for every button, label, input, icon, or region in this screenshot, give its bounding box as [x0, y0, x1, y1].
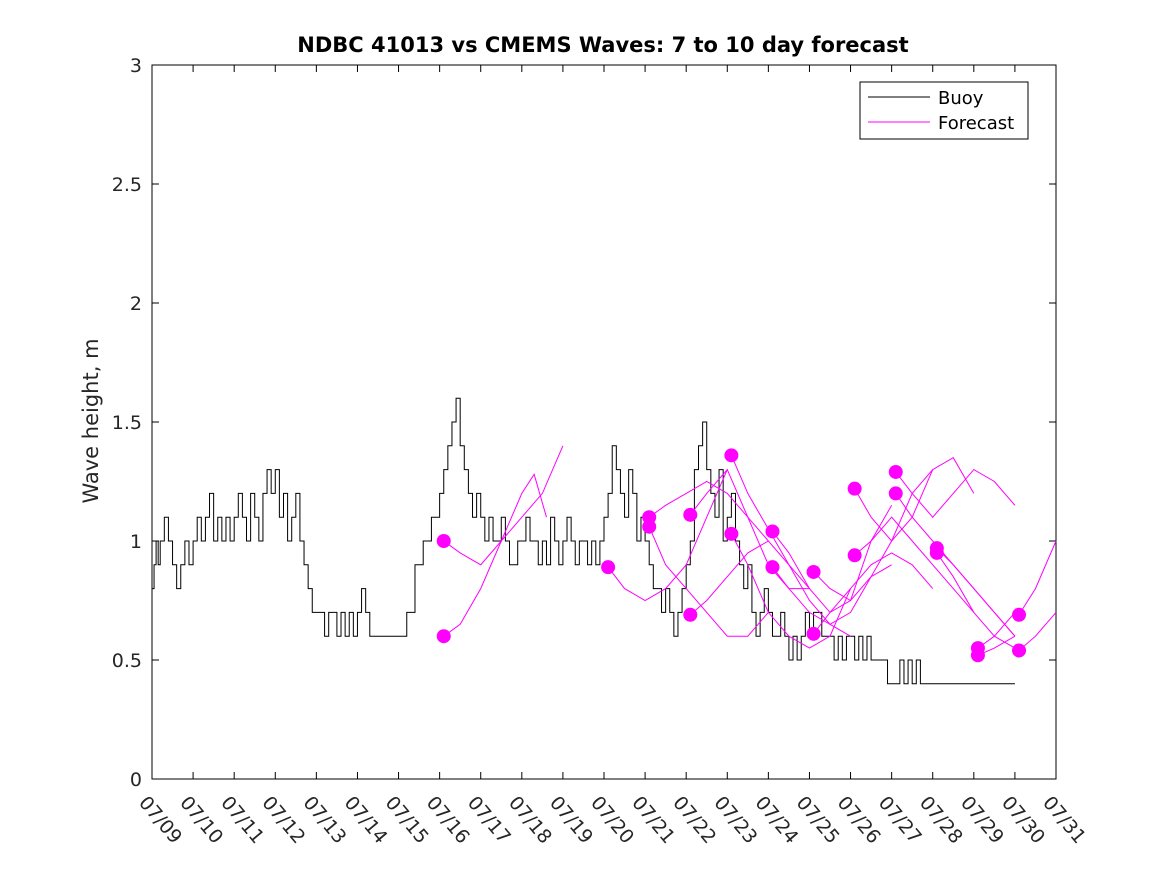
forecast-start-marker	[683, 607, 698, 622]
x-tick-label: 07/26	[833, 792, 885, 848]
x-tick-label: 07/27	[874, 792, 926, 848]
x-tick-label: 07/10	[175, 792, 227, 848]
x-tick-label: 07/11	[216, 792, 268, 848]
x-tick-label: 07/25	[792, 792, 844, 848]
legend-label-buoy: Buoy	[938, 88, 984, 109]
y-tick-label: 0.5	[112, 650, 142, 672]
forecast-start-marker	[436, 534, 451, 548]
forecast-start-marker	[642, 519, 657, 534]
legend-box	[859, 81, 1029, 140]
forecast-run-line	[936, 552, 1016, 649]
x-tick-label: 07/29	[956, 792, 1008, 848]
y-tick-label: 2	[130, 293, 142, 315]
buoy-line	[152, 397, 1015, 685]
forecast-run-line	[895, 468, 1016, 518]
forecast-run-line	[1018, 540, 1057, 616]
x-tick-label: 07/23	[709, 792, 761, 848]
forecast-start-marker	[765, 560, 780, 575]
forecast-run-line	[936, 547, 1016, 637]
forecast-start-marker	[806, 626, 821, 641]
forecast-run-line	[607, 469, 728, 602]
legend-label-forecast: Forecast	[938, 113, 1014, 134]
y-tick-label: 2.5	[112, 174, 142, 196]
x-tick-label: 07/15	[381, 792, 433, 848]
y-tick-label: 0	[130, 769, 142, 791]
y-tick-label: 1.5	[112, 412, 142, 434]
forecast-run-line	[1018, 612, 1057, 651]
x-tick-label: 07/14	[340, 792, 392, 848]
forecast-start-marker	[1012, 643, 1027, 658]
forecast-run-line	[648, 526, 769, 637]
x-tick-label: 07/30	[997, 792, 1049, 848]
x-tick-label: 07/31	[1038, 792, 1090, 848]
forecast-start-marker	[1012, 607, 1027, 622]
x-tick-label: 07/17	[463, 792, 515, 848]
forecast-start-marker	[724, 448, 739, 463]
x-tick-label: 07/22	[668, 792, 720, 848]
forecast-start-marker	[683, 507, 698, 522]
x-tick-label: 07/24	[751, 792, 803, 848]
y-tick-label: 1	[130, 531, 142, 553]
x-tick-label: 07/16	[422, 792, 474, 848]
forecast-start-marker	[724, 526, 739, 541]
forecast-run-line	[730, 533, 852, 649]
x-tick-label: 07/18	[504, 792, 556, 848]
forecast-start-marker	[436, 629, 451, 644]
forecast-start-marker	[888, 486, 903, 501]
forecast-start-marker	[847, 548, 862, 563]
forecast-start-marker	[765, 524, 780, 539]
forecast-run-line	[854, 516, 975, 613]
x-tick-label: 07/13	[299, 792, 351, 848]
series-layer	[152, 397, 1057, 685]
forecast-start-marker	[601, 560, 616, 575]
x-tick-label: 07/28	[915, 792, 967, 848]
plot-area	[151, 64, 1057, 780]
x-tick-label: 07/12	[257, 792, 309, 848]
y-axis: 0 0.5 1 1.5 2 2.5 3	[112, 55, 1056, 791]
legend: Buoy Forecast	[859, 81, 1029, 140]
forecast-start-marker	[929, 545, 944, 560]
x-tick-label: 07/21	[627, 792, 679, 848]
x-tick-label: 07/19	[545, 792, 597, 848]
chart-title: NDBC 41013 vs CMEMS Waves: 7 to 10 day f…	[297, 33, 908, 57]
y-axis-label: Wave height, m	[79, 338, 103, 503]
forecast-run-line	[443, 473, 547, 637]
forecast-start-marker	[847, 481, 862, 496]
forecast-start-marker	[806, 564, 821, 579]
x-tick-label: 07/09	[134, 792, 186, 848]
forecast-start-marker	[970, 648, 985, 663]
x-tick-label: 07/20	[586, 792, 638, 848]
forecast-run-line	[813, 552, 934, 635]
forecast-start-marker	[888, 464, 903, 479]
y-tick-label: 3	[130, 55, 142, 77]
